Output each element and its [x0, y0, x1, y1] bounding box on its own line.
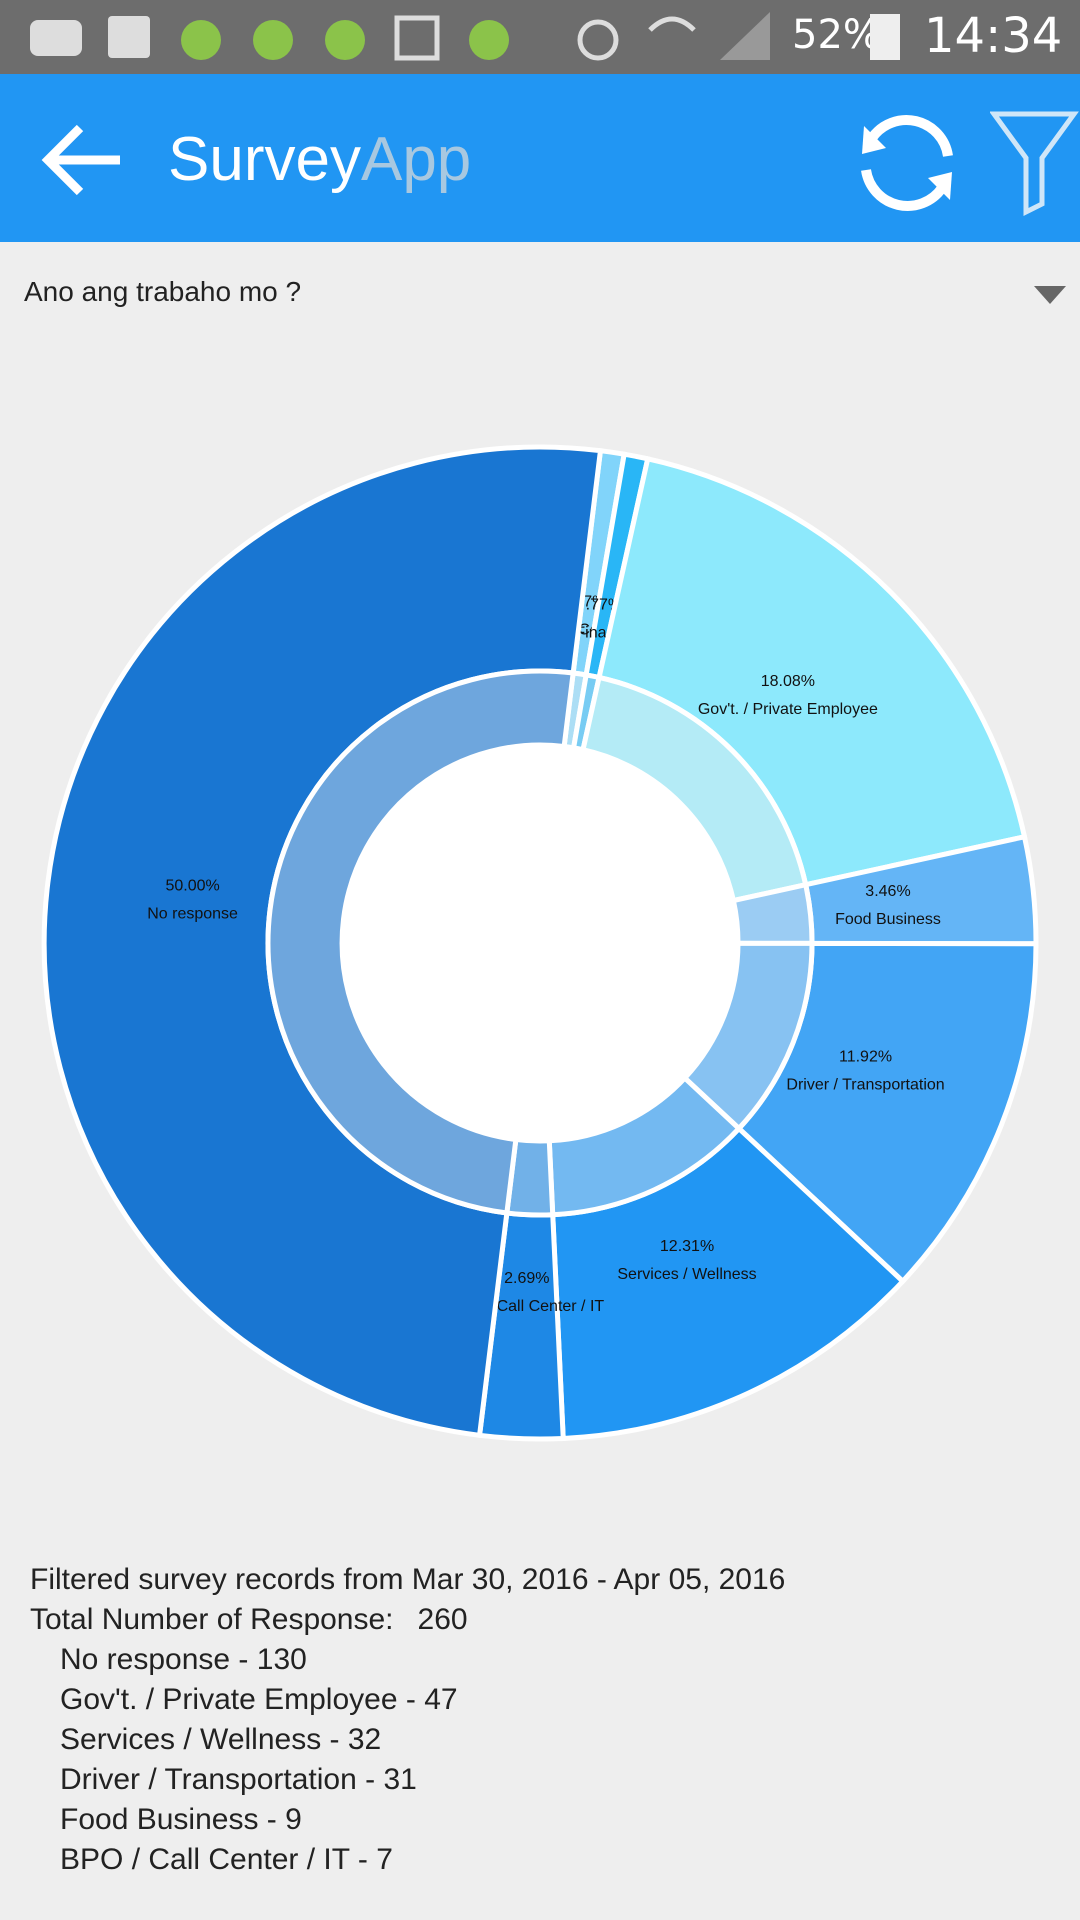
summary-item: No response - 130 — [60, 1643, 307, 1676]
filter-button[interactable] — [990, 108, 1080, 218]
title-accent: App — [360, 125, 472, 194]
item-list: No response - 130 Gov't. / Private Employ… — [30, 1640, 785, 1880]
app-bar: SurveyApp — [0, 74, 1080, 242]
pie-chart: .77%Retail / Consumer.77%Finance18.08%Go… — [0, 380, 1039, 1510]
slice-percent: 12.31% — [660, 1238, 714, 1255]
clock: 14:34 — [924, 8, 1063, 64]
slice-percent: 18.08% — [761, 673, 815, 690]
slice-percent: 3.46% — [865, 883, 910, 900]
summary-item: BPO / Call Center / IT - 7 — [60, 1843, 393, 1876]
total-row: Total Number of Response: 260 — [30, 1600, 785, 1640]
back-button[interactable] — [36, 110, 136, 210]
battery-level: 52% — [792, 12, 881, 58]
system-icons — [577, 12, 770, 61]
donut-hole — [344, 747, 736, 1139]
slice-label: Food Business — [835, 911, 941, 928]
slice-label: Gov't. / Private Employee — [698, 701, 878, 718]
summary-item: Services / Wellness - 32 — [60, 1723, 382, 1756]
summary: Filtered survey records from Mar 30, 201… — [30, 1560, 785, 1880]
refresh-button[interactable] — [852, 108, 962, 218]
question-dropdown[interactable]: Ano ang trabaho mo ? — [24, 276, 302, 307]
slice-label: Services / Wellness — [617, 1266, 756, 1283]
summary-item: Food Business - 9 — [60, 1803, 302, 1836]
pie-slice — [44, 447, 600, 1435]
filter-range: Filtered survey records from Mar 30, 201… — [30, 1563, 786, 1596]
summary-item: Driver / Transportation - 31 — [60, 1763, 417, 1796]
slice-percent: 2.69% — [504, 1270, 549, 1287]
status-bar: 52% 14:34 — [0, 0, 1080, 74]
total-value: 260 — [417, 1603, 468, 1636]
summary-item: Gov't. / Private Employee - 47 — [60, 1683, 458, 1716]
pie-inner-ring — [265, 668, 576, 1216]
title-main: Survey — [168, 125, 361, 194]
app-title: SurveyApp — [168, 124, 471, 195]
total-label: Total Number of Response: — [30, 1603, 394, 1636]
slice-label: Driver / Transportation — [786, 1077, 944, 1094]
dropdown-arrow[interactable] — [1032, 282, 1072, 312]
slice-label: No response — [147, 906, 238, 923]
notification-icons — [30, 15, 509, 61]
slice-percent: 50.00% — [165, 878, 219, 895]
slice-percent: 11.92% — [839, 1049, 892, 1066]
battery-icon — [870, 14, 900, 60]
